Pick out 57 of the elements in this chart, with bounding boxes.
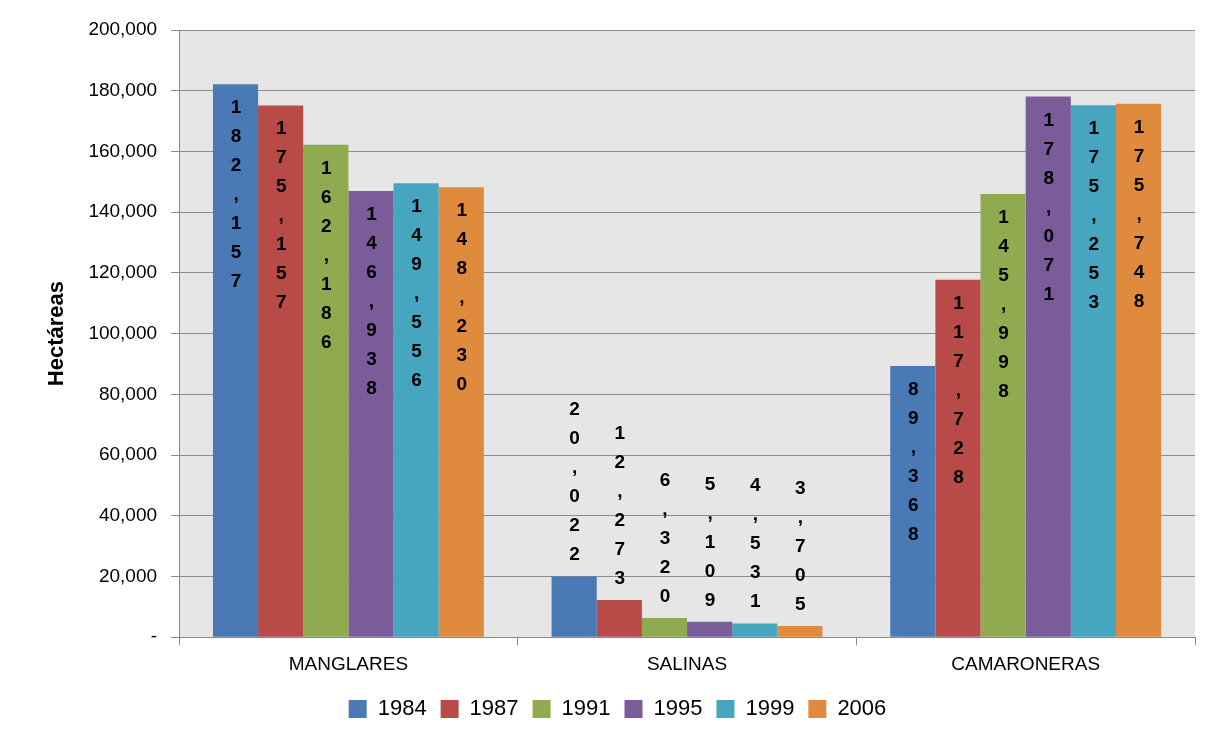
data-label: 4,531 — [744, 474, 766, 620]
data-label: 175,748 — [1128, 115, 1150, 319]
bar — [641, 618, 688, 637]
data-label: 6,320 — [654, 469, 676, 614]
y-tick-label: 180,000 — [88, 78, 158, 100]
bar — [732, 623, 778, 637]
bar — [258, 105, 304, 637]
data-label: 175,157 — [270, 117, 292, 321]
data-label: 89,368 — [902, 377, 924, 552]
y-tick-label: 40,000 — [98, 503, 158, 525]
data-label: 145,998 — [993, 205, 1015, 409]
data-label: 12,273 — [609, 421, 631, 596]
data-label: 148,230 — [451, 199, 473, 403]
data-label: 149,556 — [406, 195, 428, 399]
x-tick-label: SALINAS — [646, 652, 728, 674]
data-label: 182,157 — [225, 96, 247, 300]
data-label: 117,728 — [947, 291, 969, 495]
data-label: 146,938 — [360, 203, 382, 407]
legend-label: 2006 — [837, 695, 887, 721]
bar — [980, 193, 1026, 637]
bar — [687, 621, 733, 637]
bar — [890, 365, 936, 637]
legend-label: 1987 — [469, 695, 519, 721]
bar — [551, 576, 597, 637]
bar — [596, 599, 642, 637]
y-tick-label: - — [150, 625, 158, 647]
x-tick-label: MANGLARES — [288, 652, 409, 674]
legend-label: 1984 — [377, 695, 427, 721]
bar — [1070, 105, 1116, 637]
y-tick-label: 80,000 — [98, 382, 158, 404]
y-tick-label: 100,000 — [88, 321, 158, 343]
data-label: 3,705 — [789, 476, 811, 622]
y-tick-label: 120,000 — [88, 261, 158, 283]
bar — [303, 144, 349, 637]
y-tick-label: 60,000 — [98, 443, 158, 465]
bar — [1025, 96, 1071, 637]
bar — [777, 625, 823, 637]
data-label: 178,071 — [1038, 108, 1060, 312]
y-tick-label: 160,000 — [88, 139, 158, 161]
bar — [348, 191, 394, 637]
data-label: 20,022 — [564, 398, 586, 573]
x-tick-label: CAMARONERAS — [951, 652, 1101, 674]
y-tick-label: 140,000 — [88, 200, 158, 222]
data-label: 162,186 — [315, 156, 337, 360]
data-label: 175,253 — [1083, 117, 1105, 321]
legend-label: 1995 — [653, 695, 703, 721]
bar — [935, 279, 981, 637]
y-tick-label: 200,000 — [88, 18, 158, 40]
bar — [393, 183, 439, 637]
legend-label: 1991 — [561, 695, 611, 721]
bar — [438, 187, 484, 637]
bar — [1115, 103, 1162, 637]
y-tick-label: 20,000 — [98, 564, 158, 586]
bar — [212, 84, 259, 637]
y-axis-title: Hectáreas — [43, 281, 69, 387]
legend-label: 1999 — [745, 695, 795, 721]
data-label: 5,109 — [699, 472, 721, 618]
